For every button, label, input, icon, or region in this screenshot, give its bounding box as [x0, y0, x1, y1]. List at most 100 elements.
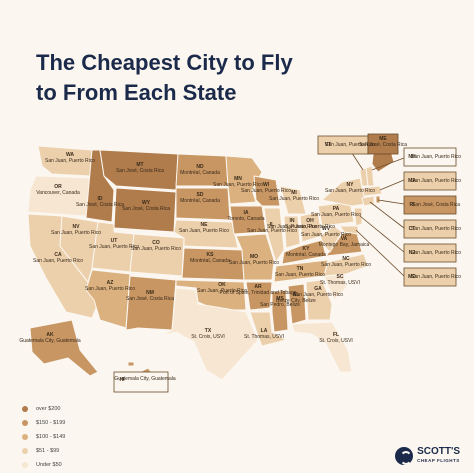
- state-nh[interactable]: [365, 165, 375, 187]
- legend-label-4: Under $50: [36, 462, 62, 468]
- leader-ma: [379, 179, 405, 191]
- label-ky-city: Montréal, Canada: [286, 252, 326, 258]
- label-vt-city: San Juan, Puerto Rico: [325, 142, 375, 148]
- callout-ct-box[interactable]: [403, 219, 457, 239]
- state-fl[interactable]: [291, 321, 353, 373]
- label-nv-abbr: NV: [73, 224, 81, 230]
- state-az[interactable]: [85, 269, 131, 329]
- state-mn[interactable]: [225, 155, 263, 205]
- legend-item-0: over $200: [22, 402, 65, 416]
- label-ca-abbr: CA: [54, 252, 62, 258]
- leader-nj: [359, 215, 405, 253]
- state-sd[interactable]: [175, 187, 231, 221]
- state-mo[interactable]: [235, 233, 275, 281]
- label-va-city: Montego Bay, Jamaica: [319, 242, 370, 248]
- label-id-city: San José, Costa Rica: [76, 202, 124, 208]
- state-ri[interactable]: [375, 195, 381, 204]
- label-ak-city: Guatemala City, Guatemala: [19, 338, 81, 344]
- state-ar[interactable]: [245, 281, 273, 311]
- label-id-abbr: ID: [98, 196, 103, 202]
- label-nj-city: San Juan, Puerto Rico: [411, 250, 461, 256]
- state-la[interactable]: [249, 311, 287, 347]
- state-ga[interactable]: [305, 279, 333, 321]
- callout-md-box[interactable]: [403, 267, 457, 287]
- callout-me-box[interactable]: [367, 133, 399, 155]
- label-mn-city: San Juan, Puerto Rico: [213, 182, 263, 188]
- state-ia[interactable]: [229, 205, 267, 235]
- legend-label-3: $51 - $99: [36, 448, 60, 454]
- label-ct-city: San Juan, Puerto Rico: [411, 226, 461, 232]
- callout-ma-box[interactable]: [403, 171, 457, 191]
- state-ms[interactable]: [271, 289, 289, 333]
- label-va-abbr: VA: [341, 236, 348, 242]
- state-ak[interactable]: [29, 319, 99, 377]
- state-nc[interactable]: [323, 253, 369, 277]
- label-wv-abbr: WV: [322, 226, 331, 232]
- label-sc-abbr: SC: [337, 274, 344, 280]
- label-pa-abbr: PA: [333, 206, 340, 212]
- label-ri-abbr: RI: [410, 202, 416, 208]
- label-md-abbr: MD: [408, 274, 416, 280]
- label-ky-abbr: KY: [303, 246, 311, 252]
- state-or[interactable]: [27, 175, 93, 217]
- label-fl-abbr: FL: [333, 332, 339, 338]
- label-ar-city: Port of Spain, Trinidad and Tobago: [220, 290, 297, 296]
- label-ri-city: San José, Costa Rica: [412, 202, 460, 208]
- state-il[interactable]: [263, 207, 285, 263]
- label-nh-abbr: NH: [408, 154, 416, 160]
- label-wa-abbr: WA: [66, 152, 74, 158]
- label-co-city: San Juan, Puerto Rico: [131, 246, 181, 252]
- state-wi[interactable]: [253, 175, 281, 207]
- label-ms-city: San Pedro, Belize: [260, 302, 300, 308]
- callout-nh-box[interactable]: [403, 147, 457, 167]
- state-wv[interactable]: [319, 225, 343, 253]
- label-az-city: San Juan, Puerto Rico: [85, 286, 135, 292]
- label-nh-city: San Juan, Puerto Rico: [411, 154, 461, 160]
- label-nc-abbr: NC: [342, 256, 350, 262]
- label-nd-city: Montréal, Canada: [180, 170, 220, 176]
- state-ma[interactable]: [361, 185, 383, 197]
- legend-swatch-4: [22, 462, 28, 468]
- state-in[interactable]: [283, 215, 301, 249]
- label-md-city: San Juan, Puerto Rico: [411, 274, 461, 280]
- state-md[interactable]: [339, 225, 359, 235]
- legend-swatch-3: [22, 448, 28, 454]
- title-line-1: The Cheapest City to Fly: [36, 50, 293, 75]
- label-mo-city: San Juan, Puerto Rico: [229, 260, 279, 266]
- legend-swatch-2: [22, 434, 28, 440]
- callout-nj-box[interactable]: [403, 243, 457, 263]
- legend-item-3: $51 - $99: [22, 444, 65, 458]
- state-al[interactable]: [287, 283, 307, 325]
- label-ne-abbr: NE: [201, 222, 209, 228]
- state-nj[interactable]: [353, 207, 363, 227]
- label-nc-city: San Juan, Puerto Rico: [321, 262, 371, 268]
- label-ca-city: San Juan, Puerto Rico: [33, 258, 83, 264]
- label-hi-abbr: HI: [120, 377, 126, 383]
- state-tx[interactable]: [159, 287, 259, 381]
- label-ia-city: Toronto, Canada: [228, 216, 265, 222]
- map-title: The Cheapest City to Fly to From Each St…: [36, 48, 336, 108]
- label-ny-city: San Juan, Puerto Rico: [325, 188, 375, 194]
- callout-ri-box[interactable]: [403, 195, 457, 215]
- label-ar-abbr: AR: [254, 284, 262, 290]
- label-la-city: St. Thomas, USVI: [244, 334, 284, 340]
- label-sd-city: Montréal, Canada: [180, 198, 220, 204]
- label-wa-city: San Juan, Puerto Rico: [45, 158, 95, 164]
- state-nm[interactable]: [125, 275, 177, 331]
- state-mt[interactable]: [99, 149, 179, 191]
- label-vt-abbr: VT: [325, 142, 331, 148]
- state-wa[interactable]: [37, 145, 93, 177]
- label-mi-abbr: MI: [291, 190, 297, 196]
- state-ct[interactable]: [361, 195, 375, 207]
- label-wi-abbr: WI: [263, 182, 270, 188]
- leader-md: [355, 229, 405, 277]
- state-ky[interactable]: [281, 239, 327, 265]
- legend-item-1: $150 - $199: [22, 416, 65, 430]
- label-az-abbr: AZ: [107, 280, 114, 286]
- state-mi[interactable]: [279, 185, 307, 215]
- label-tx-city: St. Croix, USVI: [191, 334, 225, 340]
- callout-hi-box[interactable]: [113, 371, 169, 393]
- label-pa-city: San Juan, Puerto Rico: [311, 212, 361, 218]
- label-nv-city: San Juan, Puerto Rico: [51, 230, 101, 236]
